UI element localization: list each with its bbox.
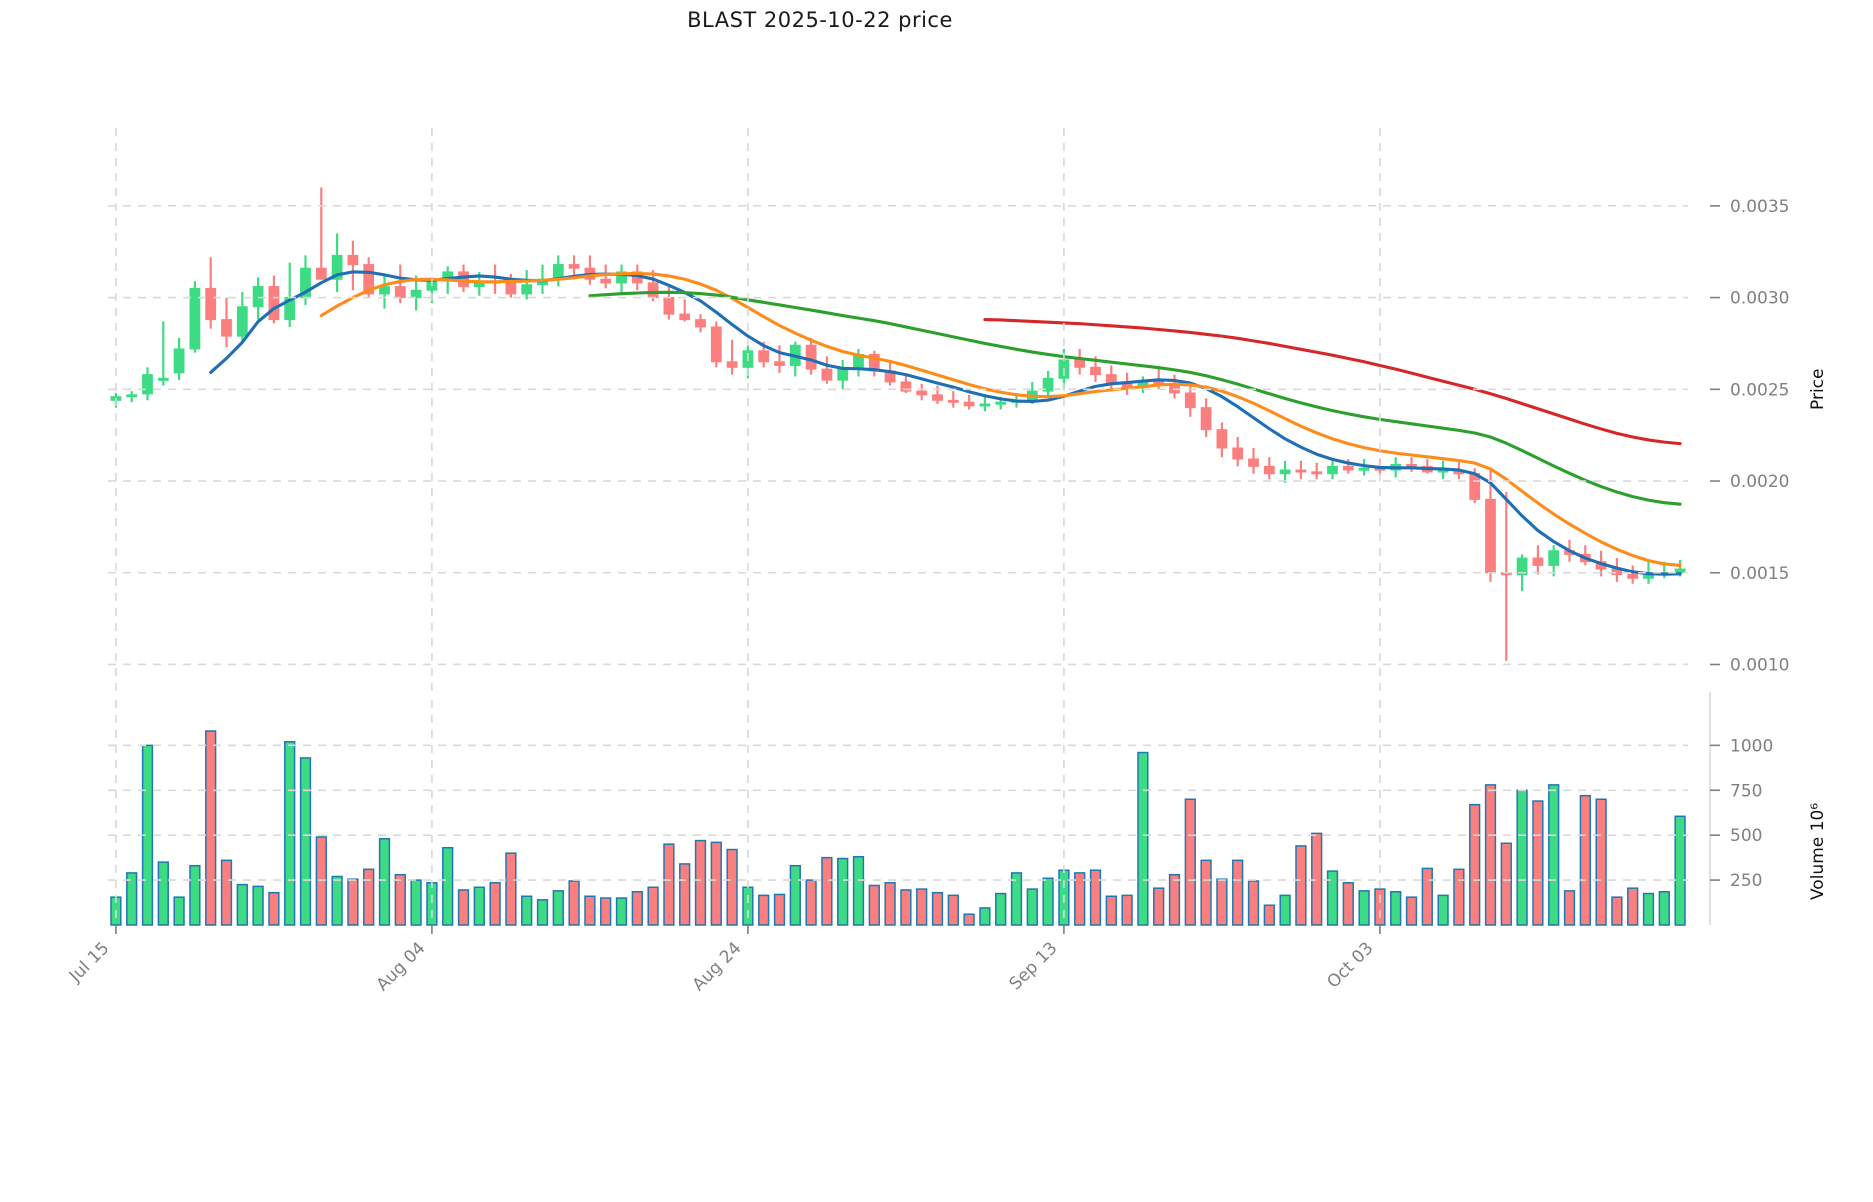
ma-line-2 (588, 290, 1682, 506)
price-tick-label: 0.0010 (1730, 655, 1789, 675)
ma-line-3 (983, 318, 1682, 446)
price-axis-title: Price (1808, 368, 1828, 410)
volume-tick-label: 1000 (1730, 736, 1773, 756)
price-tick-label: 0.0015 (1730, 564, 1789, 584)
x-tick-label: Aug 04 (373, 938, 430, 995)
volume-axis-title: Volume 10⁶ (1808, 802, 1828, 900)
x-tick-label: Oct 03 (1323, 938, 1377, 992)
price-tick-label: 0.0035 (1730, 197, 1789, 217)
ma-line-1 (319, 271, 1682, 567)
price-tick-label: 0.0020 (1730, 472, 1789, 492)
x-tick-label: Sep 13 (1006, 938, 1062, 994)
price-tick-label: 0.0025 (1730, 380, 1789, 400)
volume-tick-label: 500 (1730, 826, 1762, 846)
volume-panel (110, 730, 1686, 926)
price-tick-label: 0.0030 (1730, 289, 1789, 309)
page-title: BLAST 2025-10-22 price (687, 8, 953, 32)
volume-tick-label: 750 (1730, 781, 1762, 801)
x-tick-label: Jul 15 (65, 938, 113, 986)
ma-line-0 (209, 270, 1682, 576)
price-panel (110, 187, 1686, 661)
volume-tick-label: 250 (1730, 871, 1762, 891)
x-tick-label: Aug 24 (689, 938, 746, 995)
